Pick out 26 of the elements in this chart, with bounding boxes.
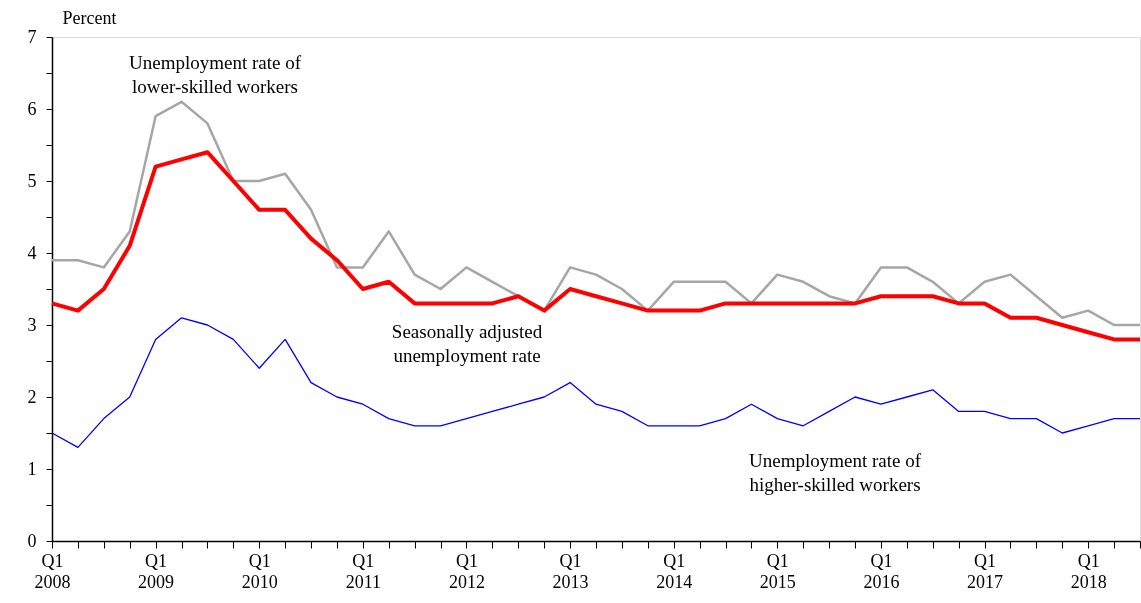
- series-label: Seasonally adjusted unemployment rate: [391, 321, 543, 366]
- x-tick-label: Q1 2016: [863, 550, 900, 592]
- line-series: [50, 150, 1141, 342]
- line-series: [50, 100, 1141, 327]
- y-tick-label: 3: [27, 314, 37, 335]
- x-tick-label: Q1 2018: [1070, 550, 1107, 592]
- y-tick-label: 1: [27, 458, 37, 479]
- x-tick-label: Q1 2014: [656, 550, 693, 592]
- line-series: [51, 317, 1141, 449]
- text: Unemployment rate of higher-skilled workers: [748, 450, 922, 495]
- y-tick-label: 4: [27, 242, 37, 263]
- y-tick-label: 6: [27, 98, 37, 119]
- y-tick-label: 5: [27, 170, 37, 191]
- y-tick-label: 2: [27, 386, 37, 407]
- x-tick-label: Q1 2008: [34, 550, 71, 592]
- x-tick-label: Q1 2010: [241, 550, 278, 592]
- x-tick-label: Q1 2017: [967, 550, 1004, 592]
- x-tick-label: Q1 2009: [138, 550, 175, 592]
- x-tick-label: Q1 2012: [448, 550, 485, 592]
- x-tick-label: Q1 2011: [345, 550, 382, 592]
- y-axis-title: Percent: [62, 7, 117, 28]
- y-tick-label: 0: [27, 530, 37, 551]
- y-tick-label: 7: [27, 26, 37, 47]
- x-tick-label: Q1 2013: [552, 550, 589, 592]
- x-tick-label: Q1 2015: [759, 550, 796, 592]
- series-label: Unemployment rate of lower-skilled workers: [128, 52, 302, 97]
